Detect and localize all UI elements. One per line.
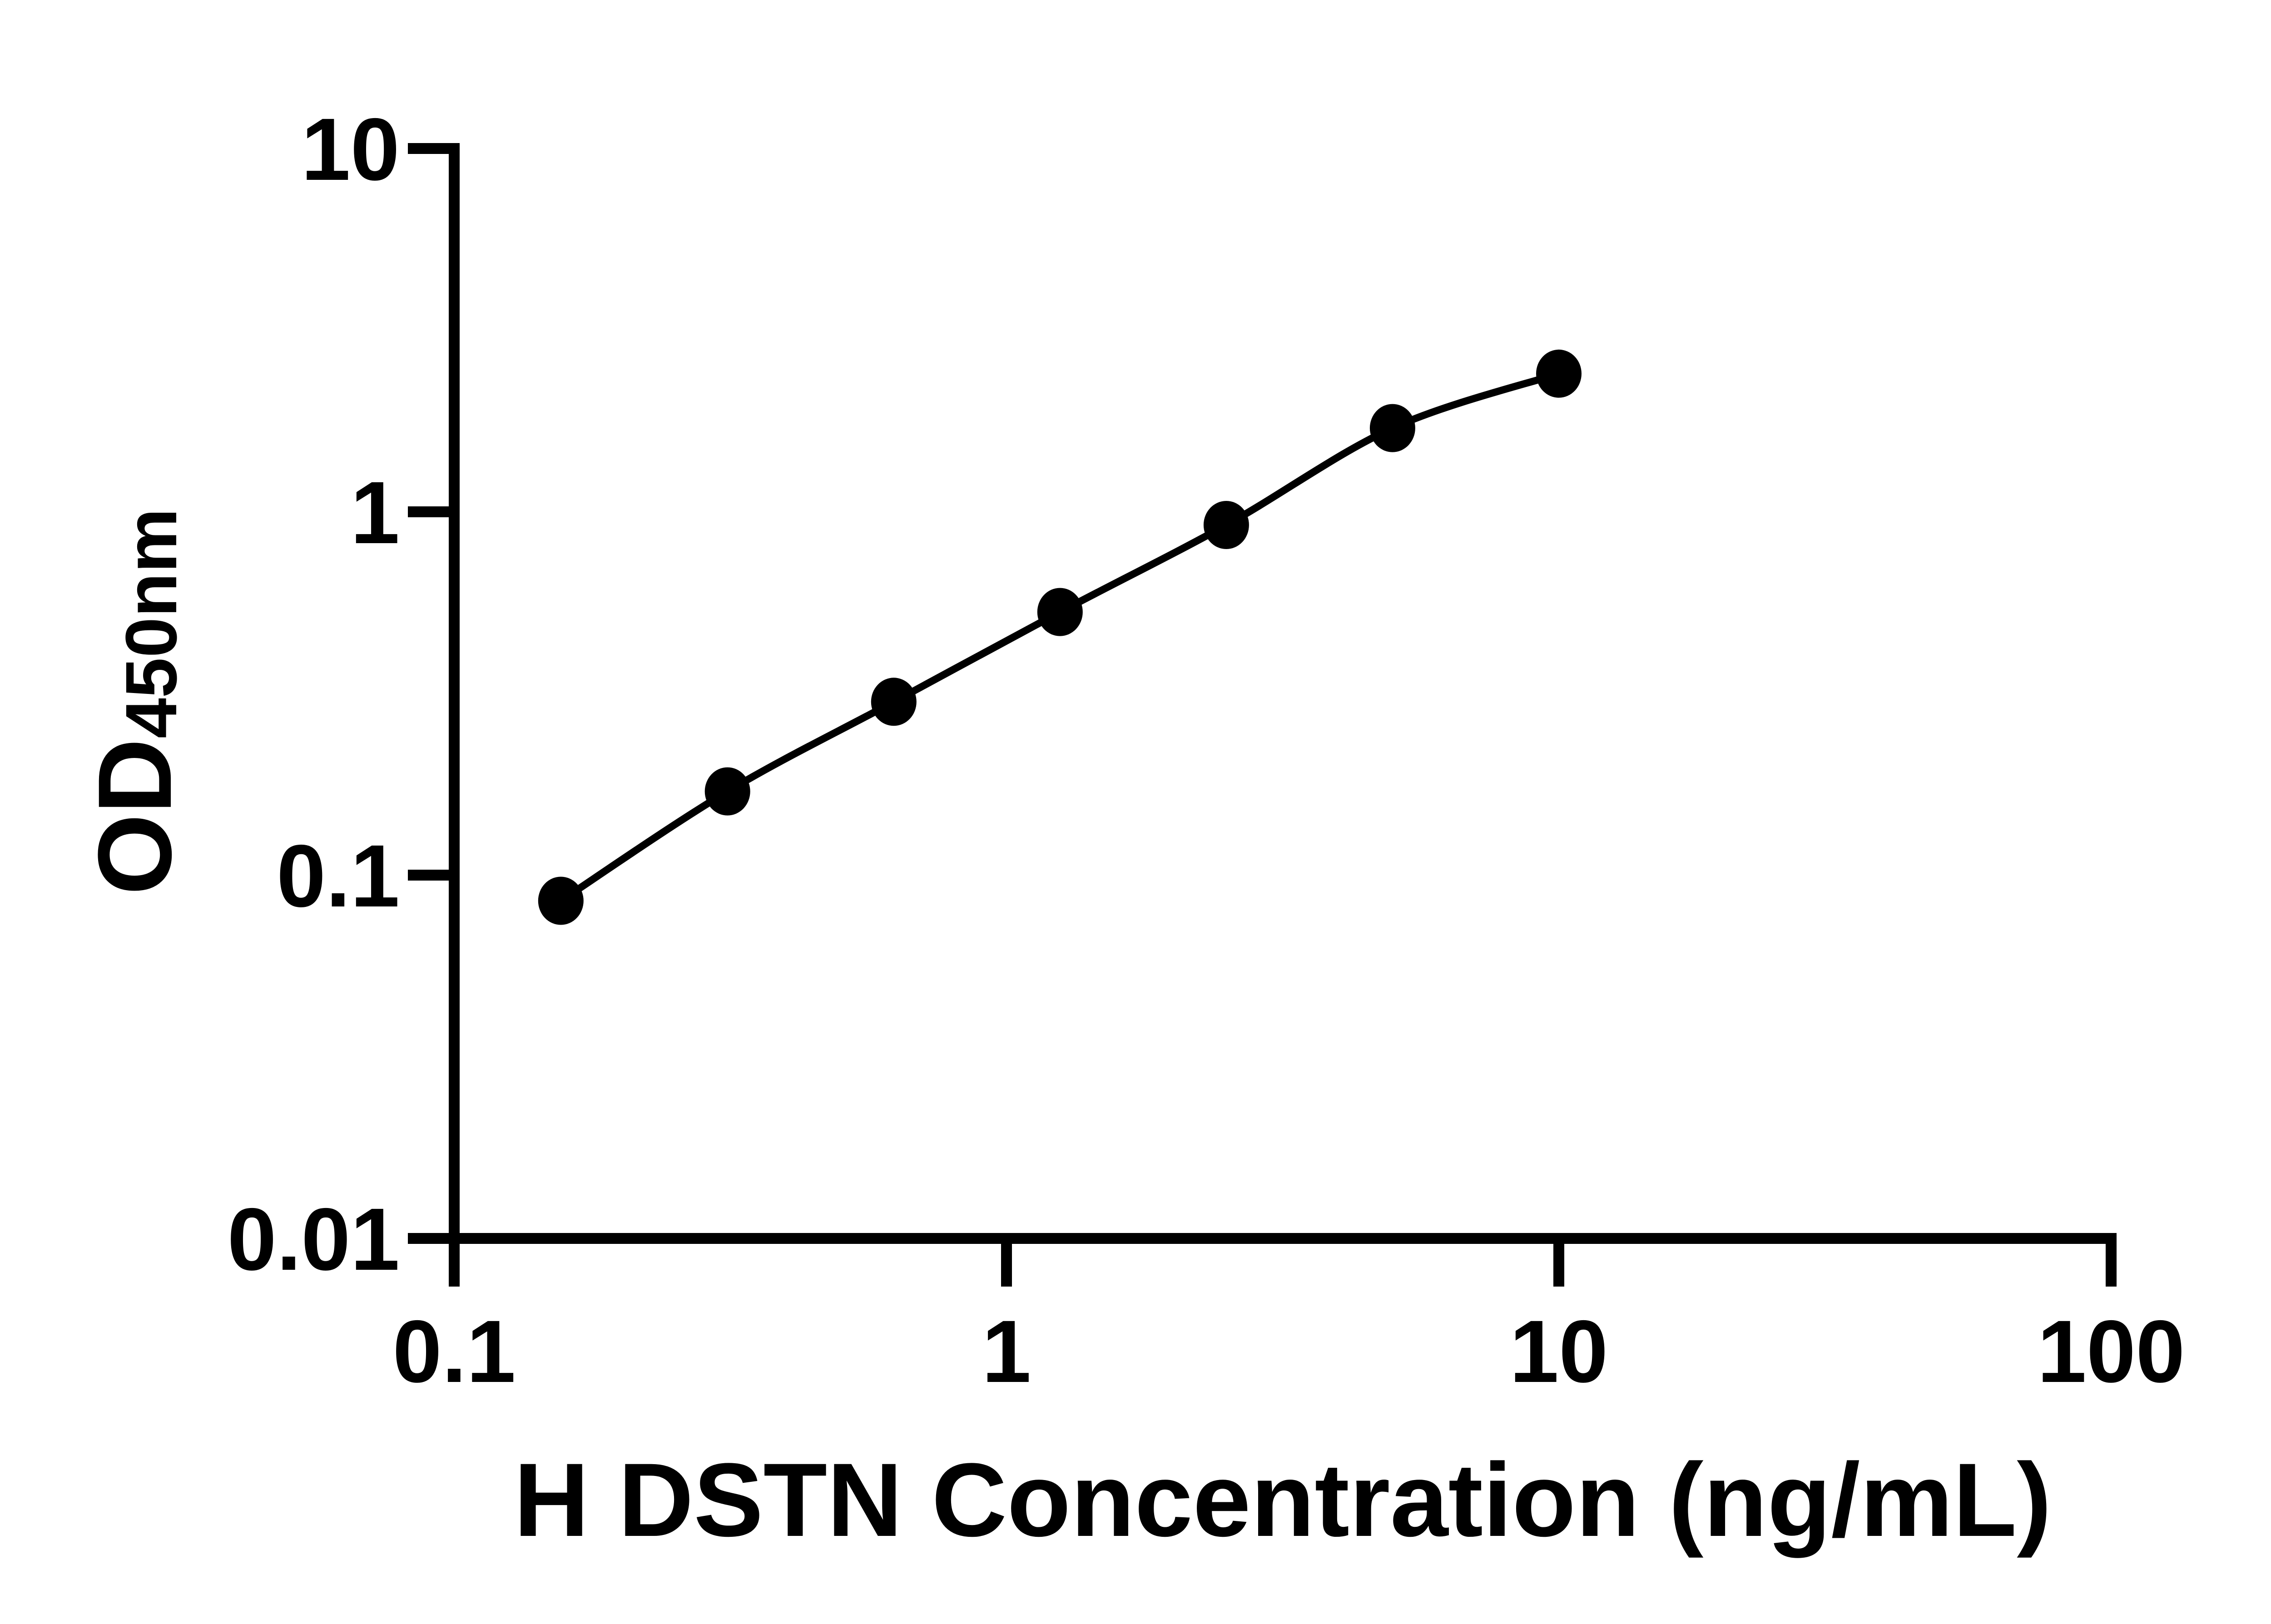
data-point-6 [1536, 349, 1582, 398]
x-tick-label-10: 10 [1509, 1302, 1608, 1401]
data-point-1 [704, 767, 750, 816]
y-tick-label-1: 1 [350, 463, 400, 562]
y-tick-label-0.1: 0.1 [276, 827, 400, 926]
x-axis-title: H DSTN Concentration (ng/mL) [514, 1441, 2052, 1558]
x-tick-label-0.1: 0.1 [392, 1302, 516, 1401]
data-point-4 [1203, 501, 1249, 549]
y-tick-label-0.01: 0.01 [227, 1190, 400, 1289]
data-point-5 [1369, 404, 1415, 452]
fit-curve [559, 370, 1560, 904]
data-point-2 [871, 678, 917, 726]
y-tick-label-10: 10 [301, 100, 400, 199]
data-point-3 [1037, 588, 1083, 636]
x-tick-label-1: 1 [982, 1302, 1031, 1401]
data-point-0 [538, 876, 584, 925]
x-tick-label-100: 100 [2037, 1302, 2185, 1401]
